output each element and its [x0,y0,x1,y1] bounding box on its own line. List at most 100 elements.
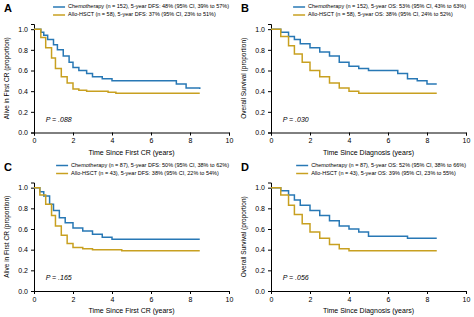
axis-line [268,25,272,134]
tick-label: 2 [72,296,76,303]
tick-label: 10 [226,296,234,303]
tick: 0.6 [255,226,271,233]
y-axis-title: Alive in First CR (proportion) [3,196,11,278]
tick: 2 [72,133,76,145]
plot-area: 02468100.00.20.40.60.81.0Time Since Firs… [3,3,233,156]
x-axis-title: Time Since Diagnosis (years) [323,149,414,157]
legend-label: Chemotherapy (n = 152), 5-year OS: 53% (… [308,3,466,9]
tick-mark [388,291,389,294]
tick-mark [268,112,271,113]
legend-swatch [56,165,68,167]
tick: 10 [463,291,471,303]
survival-line [271,29,437,93]
tick-mark [349,133,350,136]
tick-mark [31,71,34,72]
legend: Chemotherapy (n = 87), 5-year OS: 52% (9… [296,162,466,176]
tick: 0.2 [18,267,34,274]
tick-mark [310,133,311,136]
axis-line [31,25,35,134]
tick: 8 [189,291,193,303]
tick-mark [31,270,34,271]
tick-label: 6 [150,137,154,144]
tick: 8 [189,133,193,145]
x-axis: 0 2 4 6 8 10 [33,291,234,303]
axis-line [35,133,230,136]
panel-label: C [4,161,12,173]
tick-label: 0 [270,137,274,144]
legend-swatch [296,173,308,175]
tick-mark [229,291,230,294]
survival-line [34,29,200,93]
legend-label: Chemotherapy (n = 87), 5-year DFS: 50% (… [71,162,229,168]
tick: 0.4 [18,88,34,95]
tick-mark [31,50,34,51]
y-axis: 0.0 0.2 0.4 0.6 0.8 1.0 [255,183,271,295]
tick: 10 [463,133,471,145]
tick-label: 0 [33,296,37,303]
survival-line [34,29,200,89]
tick-label: 0.8 [255,47,265,54]
tick-mark [31,112,34,113]
legend: Chemotherapy (n = 87), 5-year DFS: 50% (… [56,162,229,176]
tick: 1.0 [18,184,34,191]
tick-mark [310,291,311,294]
tick: 0.4 [255,246,271,253]
tick-label: 4 [111,296,115,303]
series-group [271,29,437,93]
tick: 4 [348,133,352,145]
tick-mark [151,133,152,136]
legend-label: Chemotherapy (n = 152), 5-year DFS: 48% … [68,3,229,9]
legend-swatch [293,6,305,8]
plot-area: 02468100.0 0.2 0.4 0.6 0.8 1.0 Time Since Diag… [240,162,470,315]
tick: 0.0 [255,288,271,295]
panel-label: D [241,161,249,173]
legend-swatch [293,14,305,16]
tick-mark [349,291,350,294]
tick-label: 0.6 [18,67,28,74]
tick-mark [31,291,34,292]
tick-mark [466,291,467,294]
tick-label: 1.0 [255,26,265,33]
tick-label: 8 [189,296,193,303]
x-axis: 0246810 [270,291,471,303]
panel-label: B [241,2,249,14]
tick-label: 10 [463,137,471,144]
tick-label: 10 [463,296,471,303]
x-axis-title: Time Since First CR (years) [88,307,174,315]
tick-mark [268,208,271,209]
tick: 0.2 [255,267,271,274]
panel: 02468100.00.20.40.60.81.0Time Since Firs… [3,2,233,157]
panel: 02468100.00.20.40.60.81.0Time Since Diag… [240,2,470,157]
legend-swatch [56,173,68,175]
survival-line [271,29,437,84]
tick-label: 0.4 [18,88,28,95]
tick-label: 0.4 [255,88,265,95]
tick-label: 6 [150,296,154,303]
axis-line [35,292,230,295]
tick: 1.0 [255,184,271,191]
tick-label: 0.6 [255,67,265,74]
tick-mark [388,133,389,136]
legend-swatch [296,165,308,167]
tick-mark [31,250,34,251]
tick-mark [112,291,113,294]
tick-mark [268,188,271,189]
tick-mark [268,50,271,51]
tick-label: 1.0 [18,26,28,33]
legend-label: Allo-HSCT (n = 43), 5-year DFS: 38% (95%… [71,170,219,176]
y-axis-title: Alive in First CR (proportion) [3,37,11,119]
tick-label: 6 [387,296,391,303]
tick-mark [427,291,428,294]
legend-swatch [53,14,65,16]
plot-area: 02468100.00.20.40.60.81.0Time Since Firs… [3,162,233,315]
tick-label: 0.0 [18,129,28,136]
series-group [271,188,437,251]
tick-mark [31,208,34,209]
annotation: P = .088 [46,116,72,123]
tick: 0.8 [255,205,271,212]
x-axis-title: Time Since Diagnosis (years) [323,307,414,315]
tick-label: 6 [387,137,391,144]
tick-mark [190,291,191,294]
legend-label: Allo-HSCT (n = 43), 5-year OS: 39% (95% … [311,170,456,176]
tick: 0 [33,291,37,303]
